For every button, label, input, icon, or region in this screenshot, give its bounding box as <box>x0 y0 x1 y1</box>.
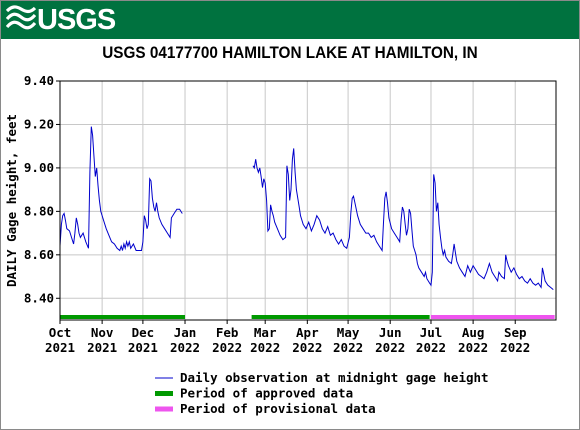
grid-lines <box>59 80 556 320</box>
x-tick-label-month: Dec <box>132 325 155 340</box>
x-tick-label-month: Mar <box>254 325 277 340</box>
y-tick-label: 8.40 <box>24 290 54 305</box>
chart-title: USGS 04177700 HAMILTON LAKE AT HAMILTON,… <box>102 43 478 62</box>
legend: Daily observation at midnight gage heigh… <box>155 370 489 416</box>
x-tick-label-month: Aug <box>462 325 485 340</box>
x-tick-label-year: 2021 <box>128 340 158 355</box>
x-tick-label-month: Nov <box>91 325 114 340</box>
x-tick-label-month: Feb <box>216 325 239 340</box>
period-bar <box>430 315 555 319</box>
legend-label: Period of approved data <box>180 386 353 401</box>
x-tick-label-year: 2022 <box>292 340 322 355</box>
x-tick-label-year: 2022 <box>500 340 530 355</box>
x-tick-label-year: 2022 <box>333 340 363 355</box>
period-bars <box>60 315 555 319</box>
usgs-logo-text: USGS <box>37 4 116 36</box>
usgs-logo[interactable]: USGS <box>6 4 116 36</box>
usgs-banner: USGS <box>1 1 579 39</box>
y-tick-label: 8.60 <box>24 247 54 262</box>
x-tick-label-year: 2022 <box>375 340 405 355</box>
x-tick-label-month: May <box>337 325 360 340</box>
x-tick-label-year: 2022 <box>212 340 242 355</box>
x-tick-label-month: Oct <box>49 325 72 340</box>
series-lines <box>59 126 554 290</box>
y-tick-label: 9.20 <box>24 116 54 131</box>
x-tick-label-month: Apr <box>296 325 319 340</box>
series-line <box>59 126 183 252</box>
x-tick-label-year: 2021 <box>45 340 75 355</box>
legend-label: Daily observation at midnight gage heigh… <box>180 370 489 385</box>
period-bar <box>60 315 186 319</box>
y-tick-label: 9.00 <box>24 160 54 175</box>
y-tick-label: 9.40 <box>24 73 54 88</box>
plot-area-border <box>59 80 557 321</box>
x-tick-label-year: 2022 <box>416 340 446 355</box>
y-axis-label: DAILY Gage height, feet <box>4 114 19 287</box>
legend-label: Period of provisional data <box>180 401 376 416</box>
series-line <box>252 148 554 290</box>
x-tick-label-year: 2022 <box>458 340 488 355</box>
usgs-wave-icon <box>6 5 36 30</box>
x-tick-label-month: Jul <box>420 325 443 340</box>
x-tick-label-month: Sep <box>504 325 527 340</box>
x-tick-label-month: Jan <box>174 325 197 340</box>
x-tick-label-year: 2022 <box>170 340 200 355</box>
x-tick-label-month: Jun <box>379 325 402 340</box>
y-tick-label: 8.80 <box>24 203 54 218</box>
period-bar <box>251 315 430 319</box>
x-tick-label-year: 2022 <box>250 340 280 355</box>
axis-labels: 8.408.608.809.009.209.40Oct2021Nov2021De… <box>24 73 530 355</box>
x-tick-label-year: 2021 <box>87 340 117 355</box>
